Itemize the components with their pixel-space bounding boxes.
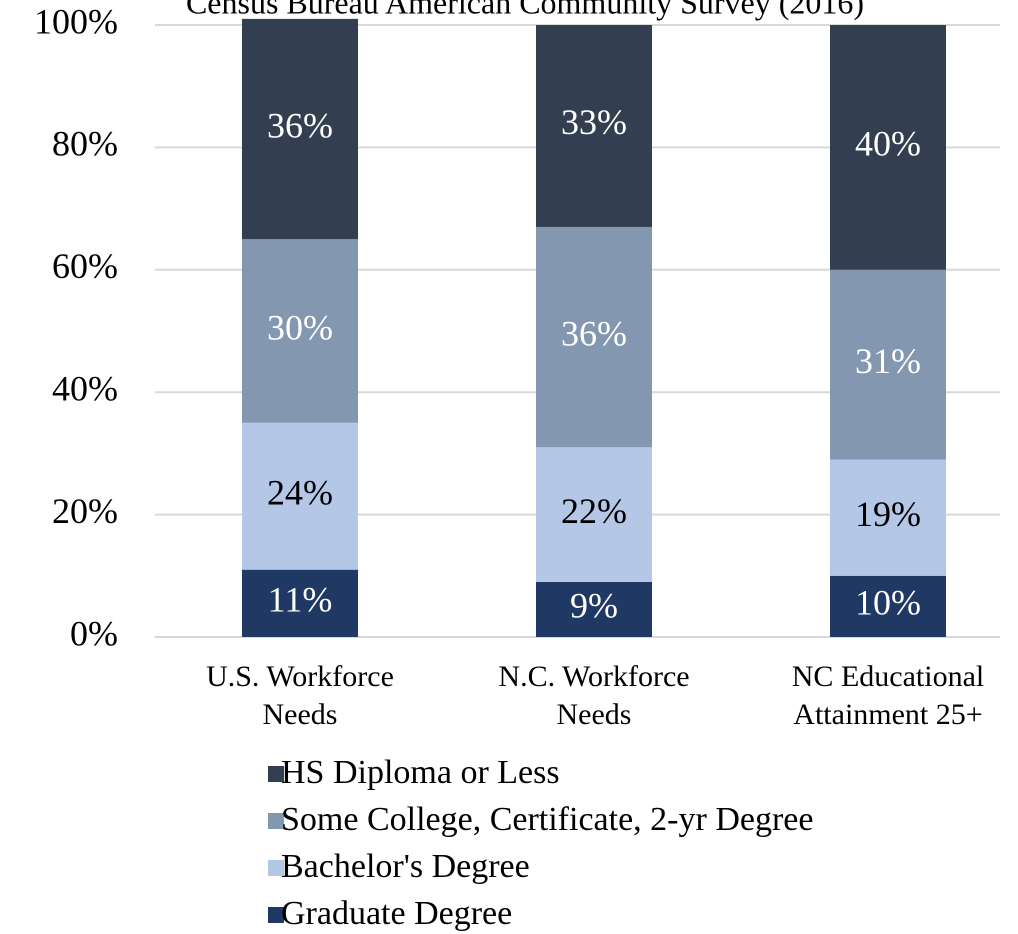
x-tick-label: N.C. Workforce — [498, 660, 689, 693]
legend-swatch — [268, 907, 284, 923]
data-label: 36% — [267, 105, 333, 145]
y-tick-label: 0% — [70, 613, 118, 653]
legend-swatch — [268, 860, 284, 876]
data-label: 30% — [267, 307, 333, 347]
bar-segment — [536, 25, 652, 227]
data-label: 31% — [855, 341, 921, 381]
legend-label: Some College, Certificate, 2-yr Degree — [281, 801, 813, 838]
x-tick-label: Needs — [557, 698, 632, 731]
bar-segment — [536, 447, 652, 582]
legend-swatch — [268, 813, 284, 829]
legend-label: Graduate Degree — [281, 895, 512, 932]
data-label: 36% — [561, 313, 627, 353]
data-label: 9% — [570, 586, 618, 626]
y-tick-label: 100% — [34, 1, 118, 41]
bar-segment — [242, 422, 358, 570]
y-tick-label: 60% — [52, 246, 118, 286]
legend-label: Bachelor's Degree — [281, 848, 530, 885]
data-label: 33% — [561, 102, 627, 142]
chart-subtitle: Census Bureau American Community Survey … — [186, 0, 864, 20]
y-tick-label: 40% — [52, 368, 118, 408]
data-label: 19% — [855, 494, 921, 534]
bar-segment — [242, 18, 358, 240]
data-label: 11% — [268, 580, 333, 620]
data-label: 40% — [855, 124, 921, 164]
bar-segment — [830, 459, 946, 576]
y-tick-label: 20% — [52, 491, 118, 531]
bar-segment — [830, 269, 946, 460]
data-label: 10% — [855, 583, 921, 623]
bar-segment — [830, 25, 946, 270]
bar-segment — [536, 581, 652, 637]
x-tick-label: NC Educational — [792, 660, 984, 693]
data-label: 22% — [561, 491, 627, 531]
y-tick-label: 80% — [52, 124, 118, 164]
data-label: 24% — [267, 473, 333, 513]
bar-segment — [242, 239, 358, 423]
bar-segment — [536, 226, 652, 448]
x-tick-label: Needs — [263, 698, 338, 731]
x-tick-label: U.S. Workforce — [206, 660, 394, 693]
legend-label: HS Diploma or Less — [281, 754, 560, 791]
bar-segment — [830, 575, 946, 637]
x-tick-label: Attainment 25+ — [793, 698, 982, 731]
bar-segment — [242, 569, 358, 637]
legend-swatch — [268, 766, 284, 782]
